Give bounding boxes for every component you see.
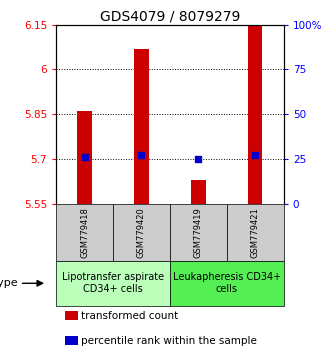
Bar (56, 261, 170, 306)
Text: Lipotransfer aspirate
CD34+ cells: Lipotransfer aspirate CD34+ cells (62, 273, 164, 294)
Bar (134, 48, 148, 204)
Title: GDS4079 / 8079279: GDS4079 / 8079279 (100, 10, 240, 24)
Bar (170, 204, 227, 261)
Bar (78, 111, 92, 204)
Bar (56, 204, 113, 261)
Bar (227, 204, 284, 261)
Text: transformed count: transformed count (81, 310, 179, 321)
Text: GSM779421: GSM779421 (251, 207, 260, 258)
Bar (113, 204, 170, 261)
Text: GSM779420: GSM779420 (137, 207, 146, 258)
Text: cell type: cell type (0, 278, 17, 288)
Text: GSM779419: GSM779419 (194, 207, 203, 258)
Bar (248, 0, 262, 204)
Bar (65, 336, 78, 345)
Text: Leukapheresis CD34+
cells: Leukapheresis CD34+ cells (173, 273, 281, 294)
Text: GSM779418: GSM779418 (80, 207, 89, 258)
Bar (170, 261, 284, 306)
Text: percentile rank within the sample: percentile rank within the sample (81, 336, 257, 346)
Bar (191, 180, 206, 204)
Bar (65, 311, 78, 320)
